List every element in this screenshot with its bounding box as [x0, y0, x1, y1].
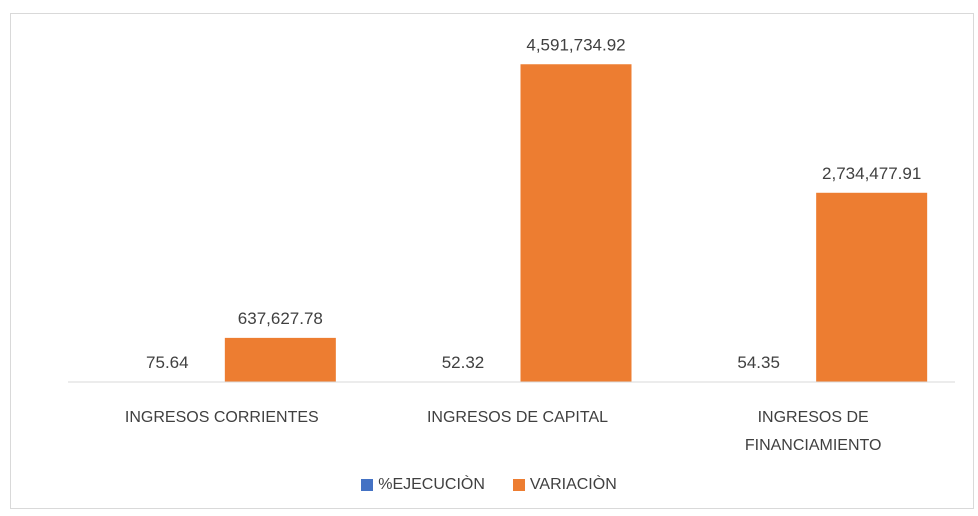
x-tick-label: INGRESOS CORRIENTES	[124, 409, 319, 426]
data-label: 2,734,477.91	[822, 164, 921, 183]
data-label: 54.35	[737, 353, 780, 372]
chart-frame	[10, 13, 974, 509]
data-label: 75.64	[146, 353, 189, 372]
legend-label: VARIACIÒN	[529, 476, 617, 493]
legend-swatch	[361, 479, 374, 491]
data-label: 637,627.78	[238, 309, 323, 328]
data-label: 52.32	[442, 353, 485, 372]
bar	[520, 64, 632, 382]
legend: %EJECUCIÒN VARIACIÒN	[0, 476, 978, 494]
x-tick-label: INGRESOS DE CAPITAL	[426, 409, 609, 426]
data-label: 4,591,734.92	[526, 35, 625, 54]
bar	[816, 192, 928, 382]
bar	[224, 337, 336, 382]
x-tick-label: INGRESOS DE FINANCIAMIENTO	[744, 409, 882, 454]
legend-label: %EJECUCIÒN	[378, 476, 485, 493]
legend-item: %EJECUCIÒN	[361, 476, 485, 494]
legend-swatch	[512, 479, 525, 491]
legend-item: VARIACIÒN	[512, 476, 617, 494]
